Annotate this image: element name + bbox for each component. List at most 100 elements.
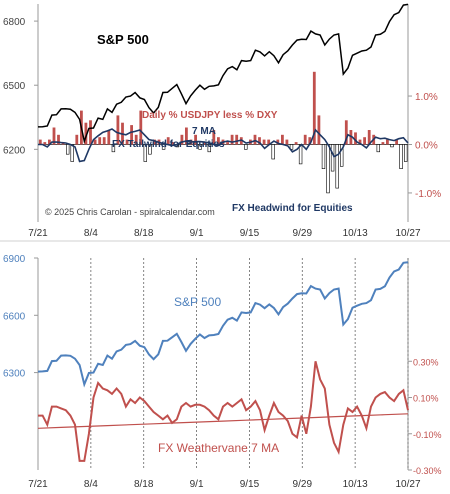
top-bar (271, 144, 275, 160)
top-bar (230, 134, 234, 145)
top-bar (294, 142, 298, 145)
bottom-left-tick-label: 6300 (3, 369, 26, 380)
top-bar (198, 144, 202, 150)
top-bar (207, 144, 211, 153)
top-bar (38, 139, 42, 145)
top-bar (285, 139, 289, 145)
top-bar (139, 110, 143, 145)
top-bar (148, 144, 152, 155)
top-title: S&P 500 (97, 32, 149, 47)
bottom-left-tick-label: 6900 (3, 254, 26, 265)
top-bar (226, 142, 229, 145)
bottom-x-tick-label: 10/13 (343, 479, 368, 490)
top-bar (66, 144, 70, 155)
top-bar (289, 144, 294, 150)
top-bars-label: Daily % USDJPY less % DXY (142, 110, 278, 121)
top-bar (386, 139, 389, 145)
top-bar (116, 115, 120, 145)
top-bar (330, 144, 335, 172)
top-x-tick-label: 8/4 (84, 228, 98, 239)
top-left-tick-label: 6200 (3, 145, 26, 156)
top-x-tick-label: 10/27 (395, 228, 420, 239)
top-sp500-line (37, 3, 409, 144)
top-bar (203, 142, 207, 145)
top-ma-line (38, 128, 409, 163)
top-bar (93, 139, 97, 145)
top-bar (48, 139, 51, 145)
top-bar (335, 144, 339, 189)
bottom-fx-line (38, 361, 409, 462)
top-left-tick-label: 6500 (3, 81, 26, 92)
top-right-tick-label: -1.0% (415, 189, 441, 200)
top-bar (354, 132, 357, 145)
top-x-tick-label: 9/29 (293, 228, 313, 239)
top-bar (244, 144, 248, 150)
top-bar (258, 137, 261, 145)
top-bar (317, 115, 321, 145)
top-bar (312, 71, 316, 145)
top-bar (217, 137, 220, 145)
top-tailwind-label: FX Tailwind for Equities (112, 139, 225, 150)
top-bar (153, 139, 156, 145)
top-bar (376, 144, 380, 153)
top-bar (303, 134, 307, 145)
top-bar (161, 144, 166, 150)
bottom-trend-line (37, 413, 409, 429)
top-bar (52, 127, 56, 145)
top-x-tick-label: 9/15 (240, 228, 260, 239)
top-bar (171, 142, 175, 145)
bottom-right-tick-label: -0.10% (413, 430, 442, 440)
top-bar (390, 144, 394, 148)
bottom-x-tick-label: 9/29 (293, 479, 313, 490)
top-bar (194, 134, 197, 145)
top-bar (262, 139, 266, 145)
bottom-x-tick-label: 9/1 (190, 479, 204, 490)
top-bar (107, 130, 111, 145)
top-ma-label: 7 MA (192, 126, 216, 137)
top-bar (403, 144, 408, 162)
top-bar (143, 144, 147, 162)
top-bar (363, 137, 366, 145)
bottom-right-tick-label: 0.30% (413, 357, 439, 367)
top-bar (276, 139, 280, 145)
top-x-tick-label: 10/13 (343, 228, 368, 239)
top-right-tick-label: 1.0% (415, 92, 438, 103)
top-bar (134, 134, 138, 145)
bottom-x-tick-label: 8/18 (134, 479, 154, 490)
top-bar (89, 120, 92, 145)
top-bar (75, 134, 79, 145)
bottom-x-tick-label: 8/4 (84, 479, 98, 490)
top-bar (321, 144, 326, 170)
top-bar (166, 137, 170, 145)
bottom-right-tick-label: -0.30% (413, 466, 442, 476)
top-bar (212, 130, 216, 145)
top-bar (57, 134, 60, 145)
top-bar (381, 142, 385, 145)
top-bar (326, 144, 330, 194)
top-bar (125, 139, 129, 145)
top-bar (308, 137, 312, 145)
top-x-tick-label: 8/18 (134, 228, 154, 239)
top-bar (111, 144, 116, 153)
top-x-tick-label: 7/21 (28, 228, 48, 239)
top-x-tick-label: 9/1 (190, 228, 204, 239)
bottom-x-tick-label: 10/27 (395, 479, 420, 490)
top-headwind-label: FX Headwind for Equities (232, 203, 353, 214)
top-bar (367, 130, 371, 145)
top-bar (185, 127, 188, 145)
top-bar (253, 134, 257, 145)
top-bar (70, 144, 74, 162)
top-bar (235, 134, 239, 145)
top-bar (130, 125, 133, 145)
bottom-fx-label: FX Weathervane 7 MA (158, 441, 279, 455)
top-copyright: © 2025 Chris Carolan - spiralcalendar.co… (45, 207, 215, 217)
bottom-left-tick-label: 6600 (3, 311, 26, 322)
top-bar (395, 139, 398, 145)
top-bar (180, 134, 184, 145)
top-bar (399, 144, 403, 170)
bottom-chart: 6300 6600 6900 0.30% 0.10% -0.10% -0.30% S&P … (3, 254, 442, 490)
top-bar (267, 139, 271, 145)
top-bar (339, 144, 344, 167)
bottom-sp500-line (37, 261, 409, 388)
bottom-x-tick-label: 9/15 (240, 479, 260, 490)
